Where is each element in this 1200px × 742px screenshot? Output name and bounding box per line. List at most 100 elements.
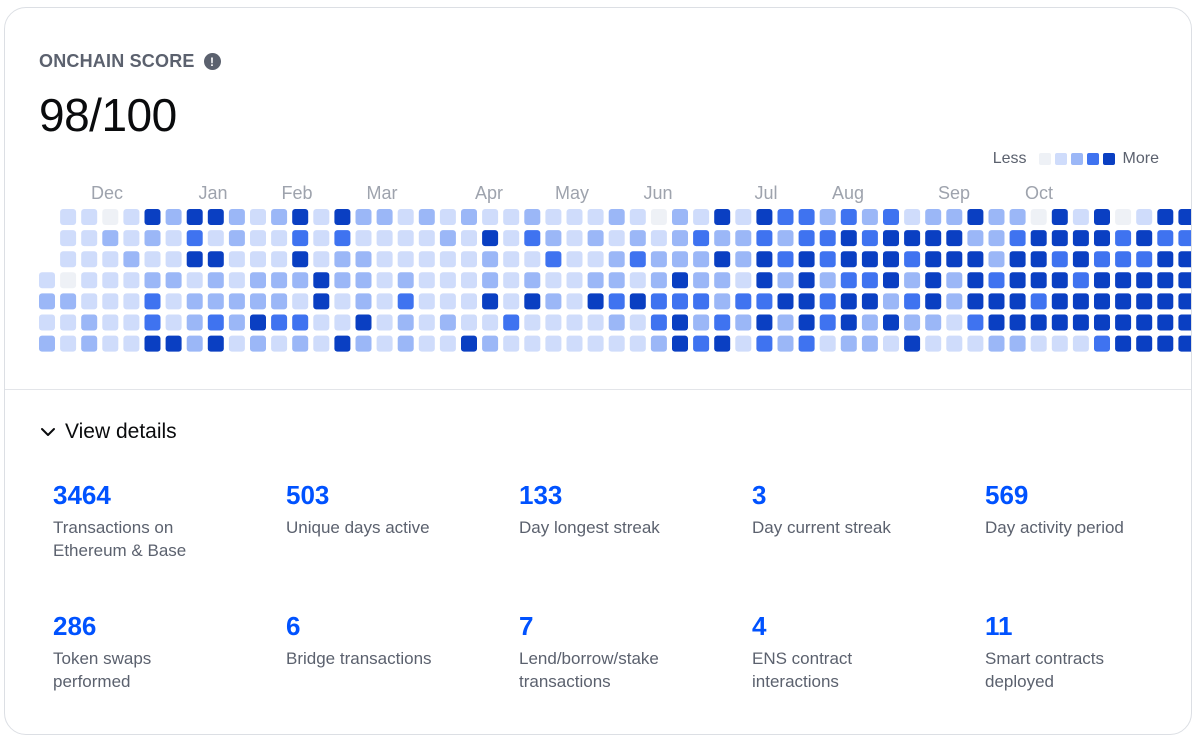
heatmap-cell[interactable] [1157, 251, 1174, 268]
heatmap-cell[interactable] [629, 314, 646, 331]
heatmap-cell[interactable] [714, 272, 731, 289]
heatmap-cell[interactable] [777, 230, 794, 247]
heatmap-cell[interactable] [1009, 314, 1026, 331]
heatmap-cell[interactable] [271, 230, 288, 247]
heatmap-cell[interactable] [967, 209, 984, 225]
heatmap-cell[interactable] [777, 293, 794, 310]
heatmap-cell[interactable] [1136, 272, 1153, 289]
heatmap-cell[interactable] [1051, 335, 1068, 352]
heatmap-cell[interactable] [608, 230, 625, 247]
heatmap-cell[interactable] [1094, 209, 1110, 225]
heatmap-cell[interactable] [946, 335, 963, 352]
heatmap-cell[interactable] [629, 230, 646, 247]
heatmap-cell[interactable] [1136, 209, 1153, 225]
heatmap-cell[interactable] [102, 251, 119, 268]
heatmap-cell[interactable] [714, 293, 731, 310]
heatmap-cell[interactable] [967, 230, 984, 247]
heatmap-cell[interactable] [102, 314, 119, 331]
heatmap-cell[interactable] [925, 272, 942, 289]
heatmap-cell[interactable] [81, 251, 98, 268]
heatmap-cell[interactable] [228, 272, 245, 289]
heatmap-cell[interactable] [714, 335, 731, 352]
heatmap-cell[interactable] [1115, 335, 1132, 352]
heatmap-cell[interactable] [883, 314, 899, 331]
heatmap-cell[interactable] [123, 209, 140, 225]
heatmap-cell[interactable] [629, 272, 646, 289]
heatmap-cell[interactable] [1115, 293, 1132, 310]
heatmap-cell[interactable] [250, 209, 266, 225]
heatmap-cell[interactable] [883, 209, 899, 225]
heatmap-cell[interactable] [439, 314, 456, 331]
heatmap-cell[interactable] [60, 209, 77, 225]
heatmap-cell[interactable] [81, 209, 98, 225]
heatmap-cell[interactable] [967, 335, 984, 352]
heatmap-cell[interactable] [566, 251, 583, 268]
heatmap-cell[interactable] [819, 314, 836, 331]
heatmap-cell[interactable] [144, 272, 161, 289]
heatmap-cell[interactable] [1136, 293, 1153, 310]
heatmap-cell[interactable] [376, 230, 393, 247]
heatmap-cell[interactable] [355, 209, 372, 225]
heatmap-cell[interactable] [1178, 209, 1192, 225]
heatmap-cell[interactable] [313, 230, 330, 247]
heatmap-cell[interactable] [482, 251, 499, 268]
heatmap-cell[interactable] [925, 230, 942, 247]
heatmap-cell[interactable] [482, 335, 499, 352]
heatmap-cell[interactable] [693, 335, 710, 352]
heatmap-cell[interactable] [397, 272, 414, 289]
heatmap-cell[interactable] [1157, 272, 1174, 289]
heatmap-cell[interactable] [1051, 209, 1068, 225]
heatmap-cell[interactable] [672, 293, 688, 310]
heatmap-cell[interactable] [60, 314, 77, 331]
heatmap-cell[interactable] [418, 209, 435, 225]
heatmap-cell[interactable] [60, 230, 77, 247]
heatmap-cell[interactable] [629, 293, 646, 310]
heatmap-cell[interactable] [1009, 293, 1026, 310]
heatmap-cell[interactable] [250, 293, 266, 310]
heatmap-cell[interactable] [777, 251, 794, 268]
heatmap-cell[interactable] [925, 335, 942, 352]
heatmap-cell[interactable] [650, 209, 667, 225]
heatmap-cell[interactable] [967, 272, 984, 289]
heatmap-cell[interactable] [186, 251, 203, 268]
heatmap-cell[interactable] [1094, 335, 1110, 352]
heatmap-cell[interactable] [904, 251, 921, 268]
heatmap-cell[interactable] [123, 335, 140, 352]
heatmap-cell[interactable] [672, 335, 688, 352]
heatmap-cell[interactable] [524, 209, 541, 225]
heatmap-cell[interactable] [123, 251, 140, 268]
heatmap-cell[interactable] [228, 230, 245, 247]
heatmap-cell[interactable] [988, 335, 1005, 352]
heatmap-cell[interactable] [397, 251, 414, 268]
heatmap-cell[interactable] [313, 314, 330, 331]
heatmap-cell[interactable] [482, 230, 499, 247]
heatmap-cell[interactable] [144, 251, 161, 268]
heatmap-cell[interactable] [693, 251, 710, 268]
heatmap-cell[interactable] [735, 293, 752, 310]
heatmap-cell[interactable] [777, 335, 794, 352]
heatmap-cell[interactable] [1094, 314, 1110, 331]
heatmap-cell[interactable] [418, 293, 435, 310]
heatmap-cell[interactable] [1072, 293, 1089, 310]
heatmap-cell[interactable] [376, 314, 393, 331]
heatmap-cell[interactable] [756, 209, 773, 225]
heatmap-cell[interactable] [608, 272, 625, 289]
heatmap-cell[interactable] [1051, 314, 1068, 331]
heatmap-cell[interactable] [1136, 230, 1153, 247]
heatmap-cell[interactable] [545, 230, 562, 247]
heatmap-cell[interactable] [714, 251, 731, 268]
heatmap-cell[interactable] [608, 209, 625, 225]
heatmap-cell[interactable] [250, 272, 266, 289]
heatmap-cell[interactable] [334, 293, 351, 310]
heatmap-cell[interactable] [524, 293, 541, 310]
heatmap-cell[interactable] [313, 335, 330, 352]
heatmap-cell[interactable] [271, 293, 288, 310]
heatmap-cell[interactable] [81, 272, 98, 289]
heatmap-cell[interactable] [988, 314, 1005, 331]
heatmap-cell[interactable] [207, 209, 224, 225]
heatmap-cell[interactable] [207, 272, 224, 289]
heatmap-cell[interactable] [756, 314, 773, 331]
heatmap-cell[interactable] [334, 314, 351, 331]
heatmap-cell[interactable] [1009, 251, 1026, 268]
heatmap-cell[interactable] [1115, 314, 1132, 331]
